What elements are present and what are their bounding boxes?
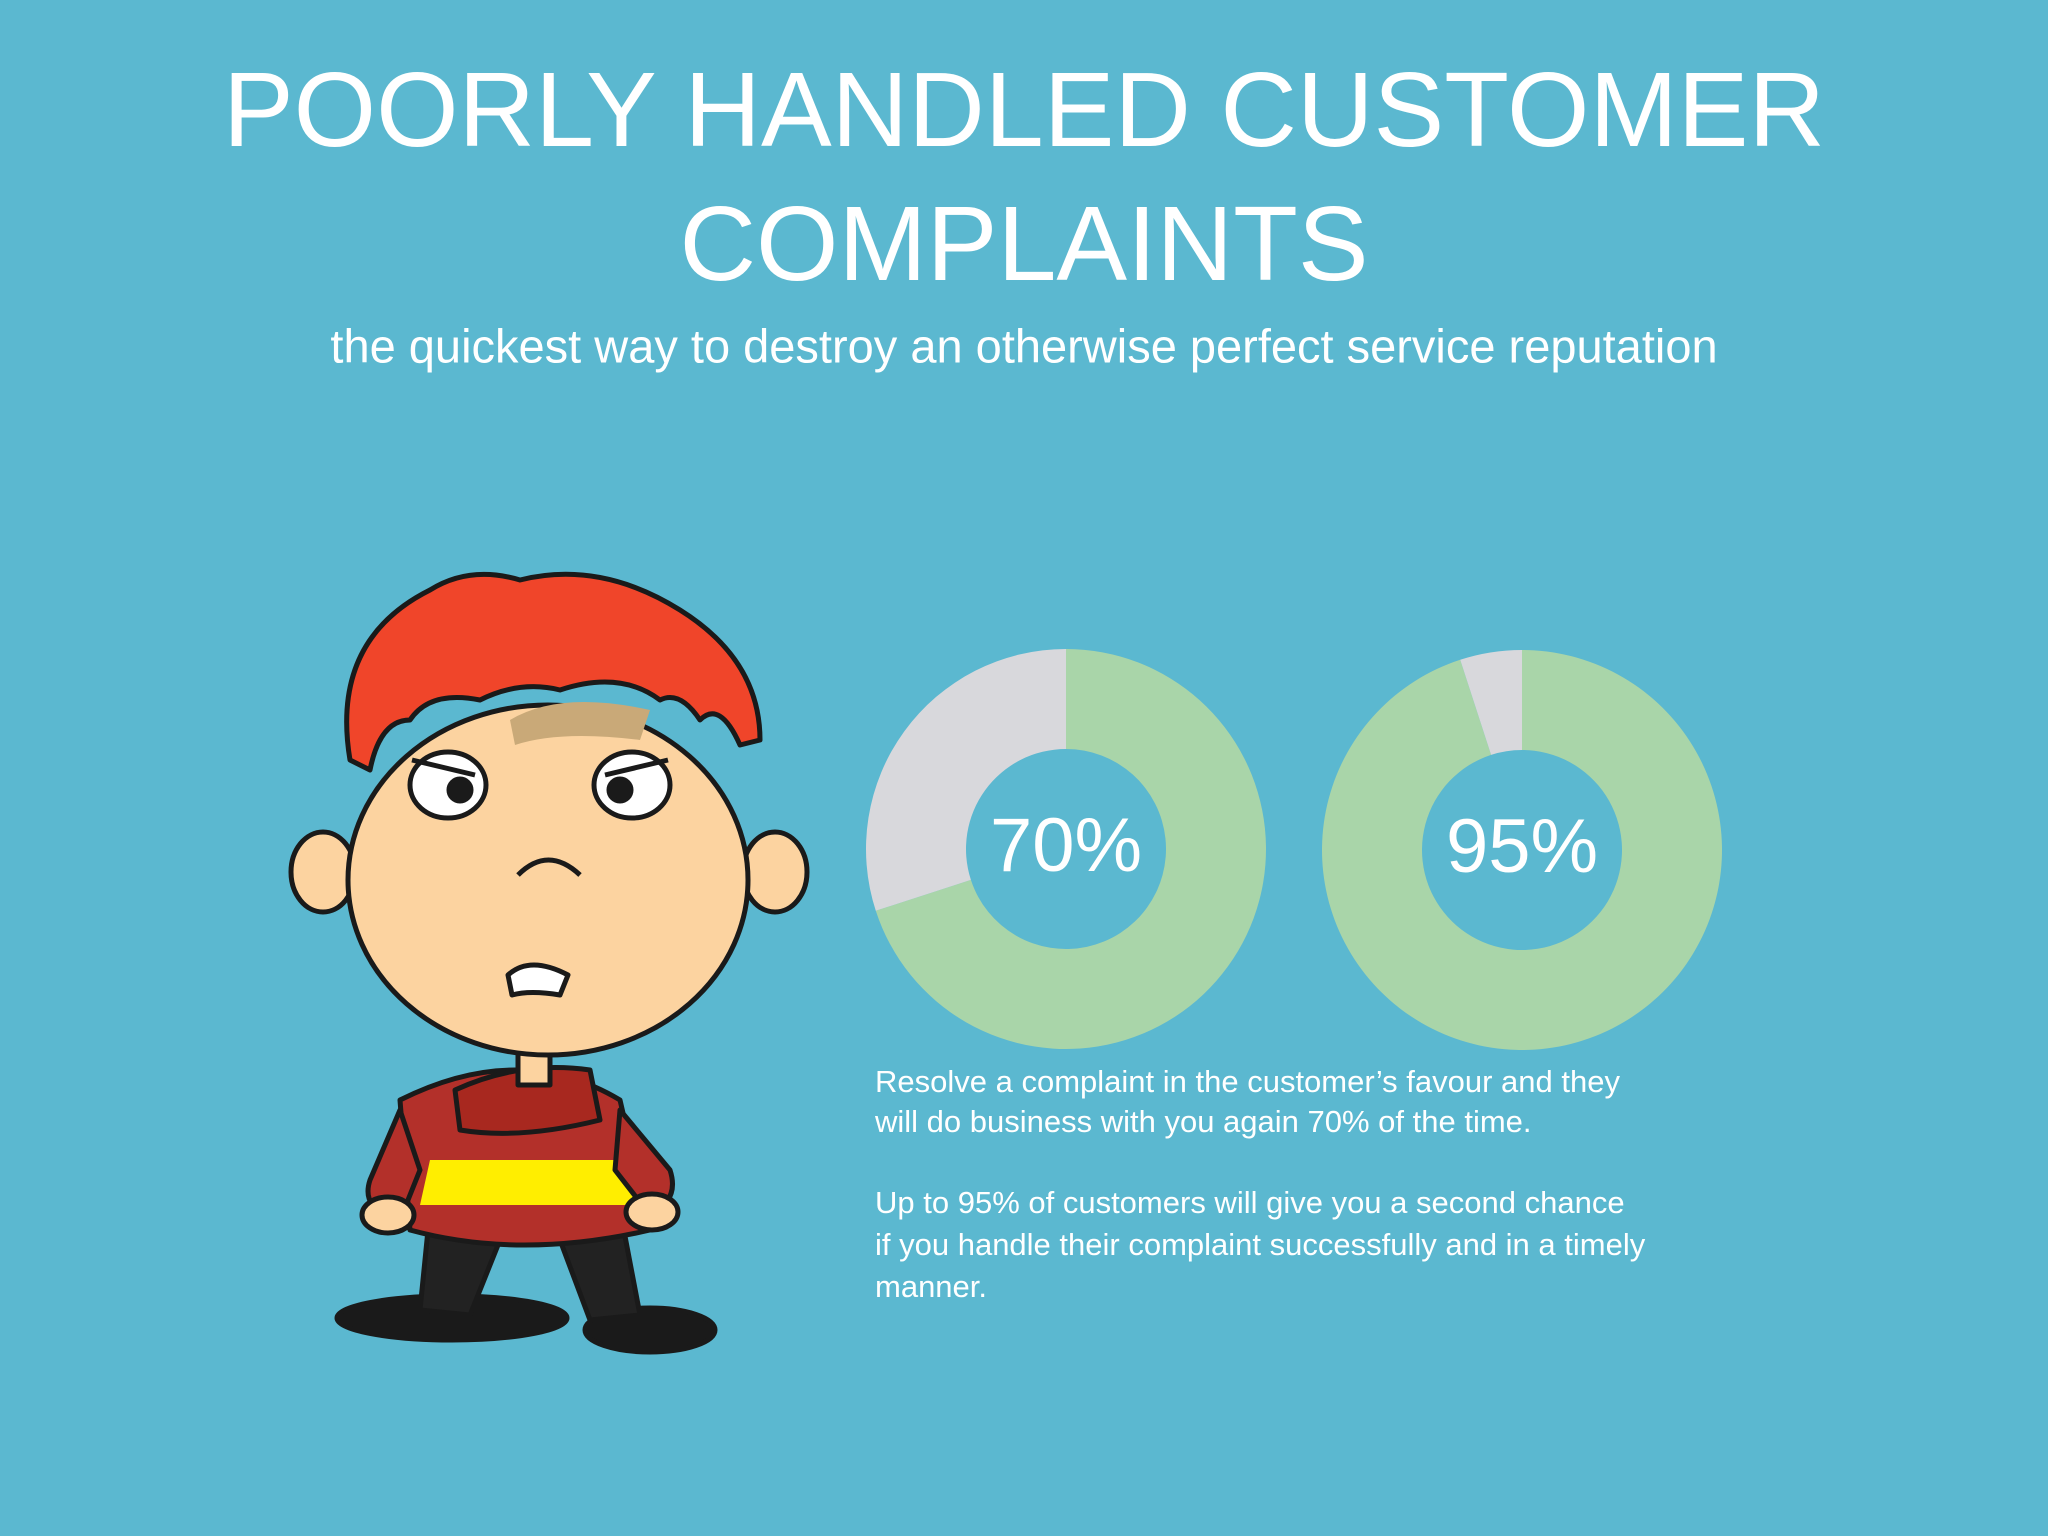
subtitle: the quickest way to destroy an otherwise…	[330, 319, 1717, 372]
donut-segment	[866, 649, 1066, 911]
title-line: POORLY HANDLED CUSTOMER	[223, 51, 1825, 169]
title-line: COMPLAINTS	[679, 185, 1368, 303]
donut-center-label: 95%	[1446, 804, 1598, 889]
donut-center-label: 70%	[990, 803, 1142, 888]
paragraph-line: if you handle their complaint successful…	[875, 1227, 1646, 1262]
paragraph-line: Resolve a complaint in the customer’s fa…	[875, 1064, 1620, 1099]
cartoon-boy	[288, 571, 810, 1355]
paragraph-line: will do business with you again 70% of t…	[874, 1104, 1532, 1139]
donut-segment	[1322, 650, 1722, 1050]
description: Resolve a complaint in the customer’s fa…	[874, 1064, 1646, 1304]
paragraph-line: Up to 95% of customers will give you a s…	[875, 1185, 1625, 1220]
donut-segment	[1460, 650, 1522, 755]
paragraph-line: manner.	[875, 1269, 987, 1304]
donut-segment	[875, 649, 1266, 1049]
